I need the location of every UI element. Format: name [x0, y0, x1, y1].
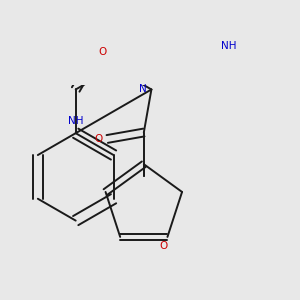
Text: O: O	[94, 134, 103, 144]
Text: O: O	[159, 241, 167, 251]
Text: O: O	[98, 47, 106, 57]
Text: N: N	[139, 85, 146, 94]
Text: NH: NH	[68, 116, 83, 126]
Text: NH: NH	[221, 40, 237, 50]
